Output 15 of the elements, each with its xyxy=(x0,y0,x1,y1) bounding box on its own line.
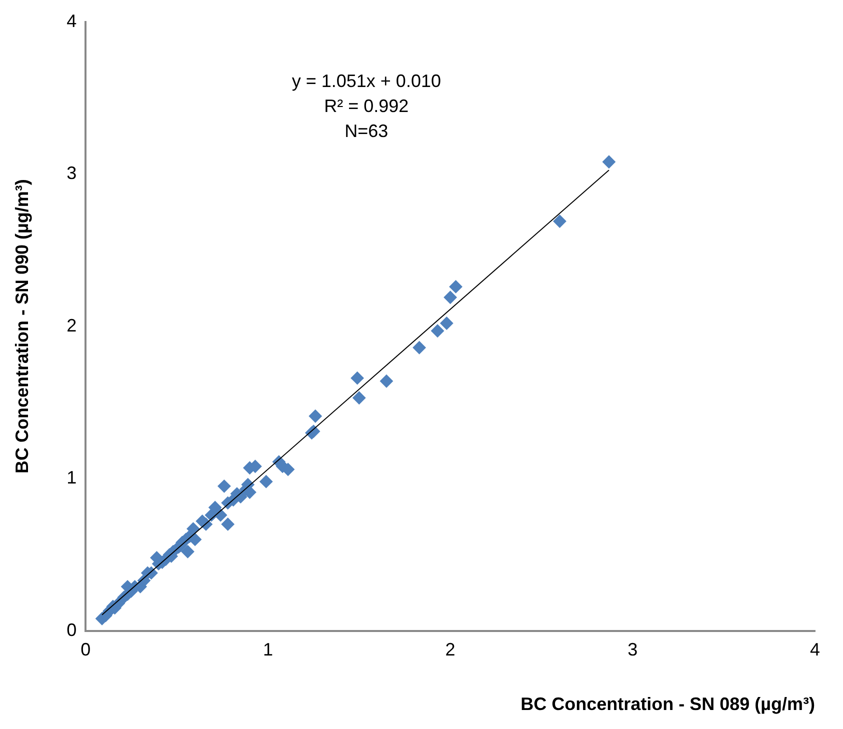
x-tick-label: 2 xyxy=(445,640,456,660)
x-tick-label: 4 xyxy=(810,640,820,660)
y-tick-label: 1 xyxy=(66,468,77,488)
annotation: R² = 0.992 xyxy=(324,96,409,116)
x-axis-title: BC Concentration - SN 089 (µg/m³) xyxy=(520,694,816,714)
annotation: y = 1.051x + 0.010 xyxy=(292,70,441,91)
y-tick-label: 4 xyxy=(66,10,77,31)
x-tick-label: 0 xyxy=(80,640,91,660)
annotation: N=63 xyxy=(344,120,388,141)
y-tick-label: 0 xyxy=(66,620,77,640)
y-tick-label: 2 xyxy=(66,315,77,336)
x-tick-label: 1 xyxy=(262,640,273,660)
y-tick-label: 3 xyxy=(66,163,77,184)
x-tick-label: 3 xyxy=(628,640,638,660)
y-axis-title: BC Concentration - SN 090 (µg/m³) xyxy=(12,179,32,474)
